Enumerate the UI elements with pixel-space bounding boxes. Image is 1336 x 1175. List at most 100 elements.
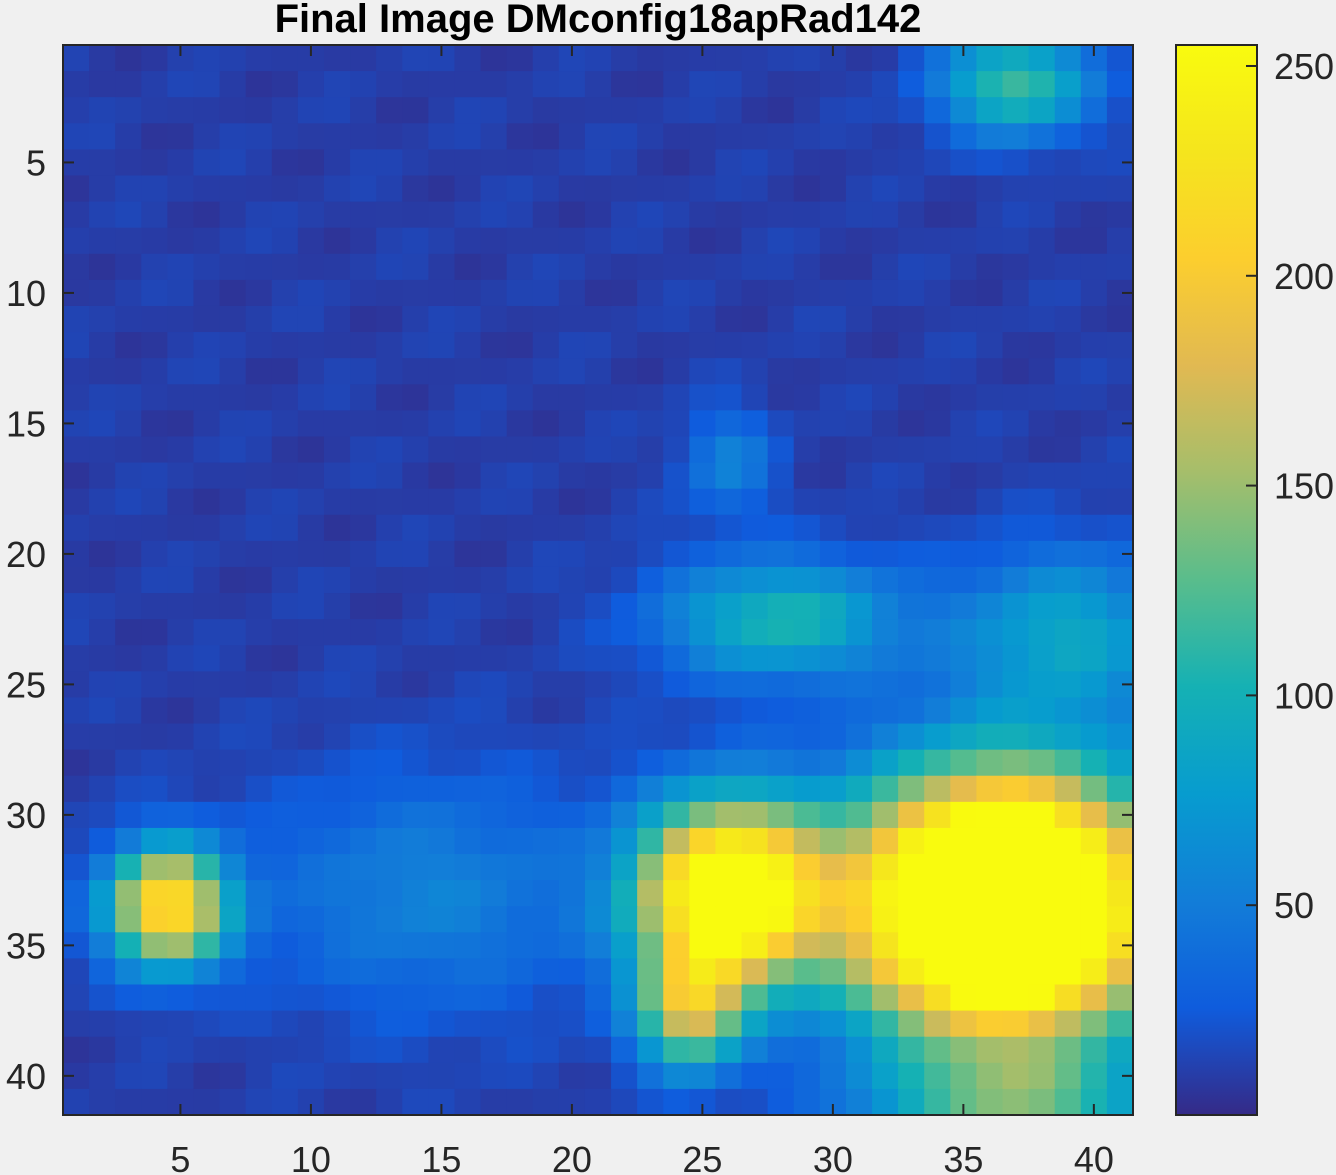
heatmap-cell	[63, 645, 90, 672]
heatmap-cell	[402, 749, 429, 777]
heatmap-cell	[115, 227, 142, 255]
heatmap-cell	[611, 1036, 638, 1064]
heatmap-cell	[454, 71, 482, 98]
heatmap-cell	[950, 279, 978, 307]
heatmap-cell	[663, 462, 690, 490]
heatmap-cell	[741, 593, 769, 620]
heatmap-cell	[845, 906, 873, 933]
heatmap-cell	[271, 123, 299, 150]
heatmap-cell	[271, 71, 299, 98]
heatmap-cell	[350, 880, 377, 907]
heatmap-cell	[715, 410, 743, 438]
heatmap-cell	[63, 175, 90, 203]
heatmap-cell	[323, 279, 351, 307]
heatmap-cell	[141, 488, 168, 516]
heatmap-cell	[167, 645, 195, 672]
heatmap-cell	[115, 436, 142, 464]
heatmap-cell	[793, 201, 821, 229]
heatmap-cell	[1002, 436, 1030, 464]
heatmap-cell	[428, 854, 456, 881]
heatmap-cell	[193, 801, 221, 829]
heatmap-cell	[1080, 71, 1108, 98]
heatmap-cell	[297, 593, 325, 620]
heatmap-cell	[637, 932, 664, 960]
heatmap-cell	[480, 410, 508, 438]
heatmap-cell	[350, 593, 377, 620]
heatmap-cell	[898, 1062, 925, 1090]
heatmap-cell	[872, 1088, 899, 1116]
heatmap-cell	[1054, 175, 1082, 203]
heatmap-cell	[193, 488, 221, 516]
y-tick-label: 30	[6, 795, 46, 836]
heatmap-cell	[167, 227, 195, 255]
heatmap-cell	[637, 227, 664, 255]
x-tick-label: 25	[682, 1139, 722, 1175]
heatmap-cell	[898, 958, 925, 986]
heatmap-cell	[245, 201, 273, 229]
heatmap-cell	[637, 1062, 664, 1090]
heatmap-cell	[454, 854, 482, 881]
heatmap-cell	[297, 566, 325, 594]
heatmap-cell	[1002, 1036, 1030, 1064]
heatmap-cell	[323, 593, 351, 620]
heatmap-cell	[689, 305, 717, 333]
heatmap-cell	[323, 488, 351, 516]
heatmap-cell	[689, 488, 717, 516]
heatmap-cell	[872, 880, 899, 907]
heatmap-cell	[532, 1010, 560, 1038]
heatmap-cell	[454, 384, 482, 411]
heatmap-cell	[1028, 854, 1056, 881]
heatmap-cell	[689, 436, 717, 464]
heatmap-cell	[1054, 697, 1082, 725]
heatmap-cell	[663, 749, 690, 777]
heatmap-cell	[793, 906, 821, 933]
heatmap-cell	[689, 880, 717, 907]
heatmap-cell	[872, 932, 899, 960]
heatmap-cell	[689, 697, 717, 725]
heatmap-cell	[1054, 619, 1082, 646]
heatmap-cell	[872, 71, 899, 98]
heatmap-cell	[271, 593, 299, 620]
heatmap-cell	[793, 279, 821, 307]
heatmap-cell	[767, 958, 795, 986]
heatmap-cell	[715, 906, 743, 933]
heatmap-cell	[898, 1088, 925, 1116]
heatmap-cell	[402, 45, 429, 72]
heatmap-cell	[611, 723, 638, 751]
heatmap-cell	[950, 436, 978, 464]
heatmap-cell	[454, 45, 482, 72]
heatmap-cell	[506, 880, 534, 907]
heatmap-cell	[245, 1010, 273, 1038]
heatmap-cell	[584, 540, 612, 568]
heatmap-cell	[1054, 305, 1082, 333]
heatmap-cell	[402, 958, 429, 986]
heatmap-cell	[663, 775, 690, 803]
heatmap-cell	[689, 854, 717, 881]
heatmap-cell	[454, 227, 482, 255]
heatmap-cell	[323, 540, 351, 568]
heatmap-cell	[532, 1036, 560, 1064]
heatmap-cell	[611, 540, 638, 568]
heatmap-cell	[741, 175, 769, 203]
heatmap-cell	[584, 149, 612, 177]
heatmap-cell	[1054, 514, 1082, 542]
heatmap-cell	[976, 854, 1004, 881]
heatmap-cell	[219, 410, 247, 438]
heatmap-cell	[1002, 462, 1030, 490]
heatmap-cell	[323, 227, 351, 255]
heatmap-cell	[950, 1036, 978, 1064]
heatmap-cell	[402, 175, 429, 203]
heatmap-cell	[115, 462, 142, 490]
heatmap-cell	[63, 253, 90, 281]
heatmap-cell	[350, 749, 377, 777]
heatmap-cell	[819, 775, 847, 803]
heatmap-cell	[584, 45, 612, 72]
heatmap-cell	[271, 984, 299, 1012]
heatmap-cell	[193, 201, 221, 229]
heatmap-cell	[845, 827, 873, 855]
heatmap-cell	[845, 1010, 873, 1038]
heatmap-cell	[611, 253, 638, 281]
heatmap-cell	[454, 332, 482, 359]
heatmap-cell	[167, 332, 195, 359]
heatmap-cell	[1080, 384, 1108, 411]
